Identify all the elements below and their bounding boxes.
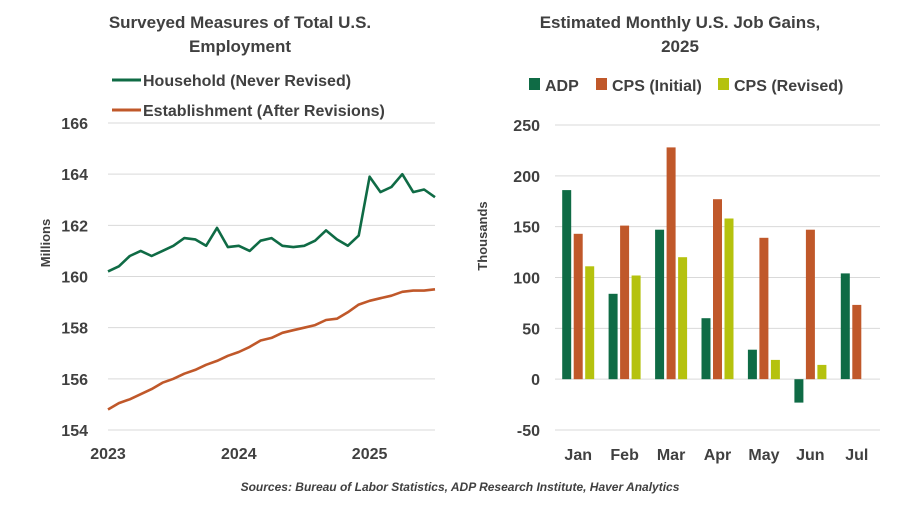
left-x-ticks: 2023 2024 2025 xyxy=(90,446,387,463)
right-x-ticks: Jan Feb Mar Apr May Jun Jul xyxy=(564,447,868,464)
job-gains-bar-chart: Estimated Monthly U.S. Job Gains, 2025 A… xyxy=(475,13,880,464)
legend-adp-label: ADP xyxy=(545,78,579,95)
right-x-tick-label: Jul xyxy=(845,447,868,464)
right-y-tick-label: 200 xyxy=(513,169,540,186)
series-line-household xyxy=(107,172,436,273)
bar-cps_revised-may xyxy=(770,359,780,380)
bar-adp-apr xyxy=(701,318,711,380)
legend-adp-swatch xyxy=(529,78,540,90)
series-line-establishment xyxy=(107,288,436,411)
right-chart-title-line-1: Estimated Monthly U.S. Job Gains, xyxy=(540,13,821,32)
bar-adp-feb xyxy=(608,293,618,380)
right-chart-title-line-2: 2025 xyxy=(661,37,699,56)
right-x-tick-label: Mar xyxy=(657,447,685,464)
right-x-tick-label: Apr xyxy=(704,447,732,464)
right-y-tick-label: 100 xyxy=(513,271,540,288)
left-y-tick-label: 156 xyxy=(61,372,88,389)
bar-adp-jul xyxy=(840,273,850,380)
bar-cps_revised-jun xyxy=(817,364,827,380)
legend-cps-initial-label: CPS (Initial) xyxy=(612,78,702,95)
right-y-tick-label: 0 xyxy=(531,372,540,389)
left-y-tick-label: 166 xyxy=(61,116,88,133)
charts-figure: Surveyed Measures of Total U.S. Employme… xyxy=(38,13,880,464)
right-y-tick-label: 50 xyxy=(522,321,540,338)
right-y-tick-label: 250 xyxy=(513,118,540,135)
bar-cps_initial-apr xyxy=(713,199,722,380)
left-y-tick-label: 160 xyxy=(61,270,88,287)
left-y-tick-label: 154 xyxy=(61,423,88,440)
left-legend: Household (Never Revised) Establishment … xyxy=(112,73,385,120)
left-series-lines xyxy=(107,172,436,411)
bar-adp-jan xyxy=(562,190,572,380)
right-y-axis-label: Thousands xyxy=(475,201,490,270)
bar-cps_revised-mar xyxy=(678,257,688,380)
bar-cps_initial-jul xyxy=(852,304,862,380)
right-y-ticks: -50 0 50 100 150 200 250 xyxy=(513,118,540,440)
bar-cps_initial-mar xyxy=(666,147,676,380)
left-gridlines xyxy=(108,122,435,380)
left-chart-title-line-1: Surveyed Measures of Total U.S. xyxy=(109,13,371,32)
bar-cps_revised-jan xyxy=(585,266,595,380)
right-y-tick-label: -50 xyxy=(517,423,540,440)
right-x-tick-label: May xyxy=(748,447,779,464)
source-note: Sources: Bureau of Labor Statistics, ADP… xyxy=(240,480,680,494)
bar-cps_initial-feb xyxy=(620,225,630,380)
left-y-axis-label: Millions xyxy=(38,219,53,267)
legend-establishment-label: Establishment (After Revisions) xyxy=(143,103,385,120)
right-legend: ADP CPS (Initial) CPS (Revised) xyxy=(529,78,843,95)
legend-cps-revised-label: CPS (Revised) xyxy=(734,78,843,95)
left-y-tick-label: 158 xyxy=(61,321,88,338)
bar-adp-jun xyxy=(794,379,804,403)
right-x-tick-label: Jan xyxy=(564,447,592,464)
left-chart-title-line-2: Employment xyxy=(189,37,291,56)
left-x-tick-label: 2024 xyxy=(221,446,257,463)
bar-adp-mar xyxy=(655,229,665,380)
bar-cps_initial-may xyxy=(759,237,769,380)
left-x-tick-label: 2025 xyxy=(352,446,388,463)
left-y-ticks: 154 156 158 160 162 164 166 xyxy=(61,116,88,440)
left-x-tick-label: 2023 xyxy=(90,446,126,463)
right-x-tick-label: Feb xyxy=(610,447,639,464)
bar-cps_initial-jan xyxy=(573,233,583,380)
bar-cps_initial-jun xyxy=(805,229,815,380)
right-x-tick-label: Jun xyxy=(796,447,824,464)
bar-cps_revised-feb xyxy=(631,275,641,380)
bar-adp-may xyxy=(747,349,757,380)
legend-cps-initial-swatch xyxy=(596,78,607,90)
left-y-tick-label: 162 xyxy=(61,218,88,235)
bar-cps_revised-apr xyxy=(724,218,734,380)
employment-line-chart: Surveyed Measures of Total U.S. Employme… xyxy=(38,13,436,463)
legend-household-label: Household (Never Revised) xyxy=(143,73,351,90)
left-y-tick-label: 164 xyxy=(61,167,88,184)
right-bars xyxy=(562,147,862,403)
legend-cps-revised-swatch xyxy=(718,78,729,90)
right-y-tick-label: 150 xyxy=(513,220,540,237)
